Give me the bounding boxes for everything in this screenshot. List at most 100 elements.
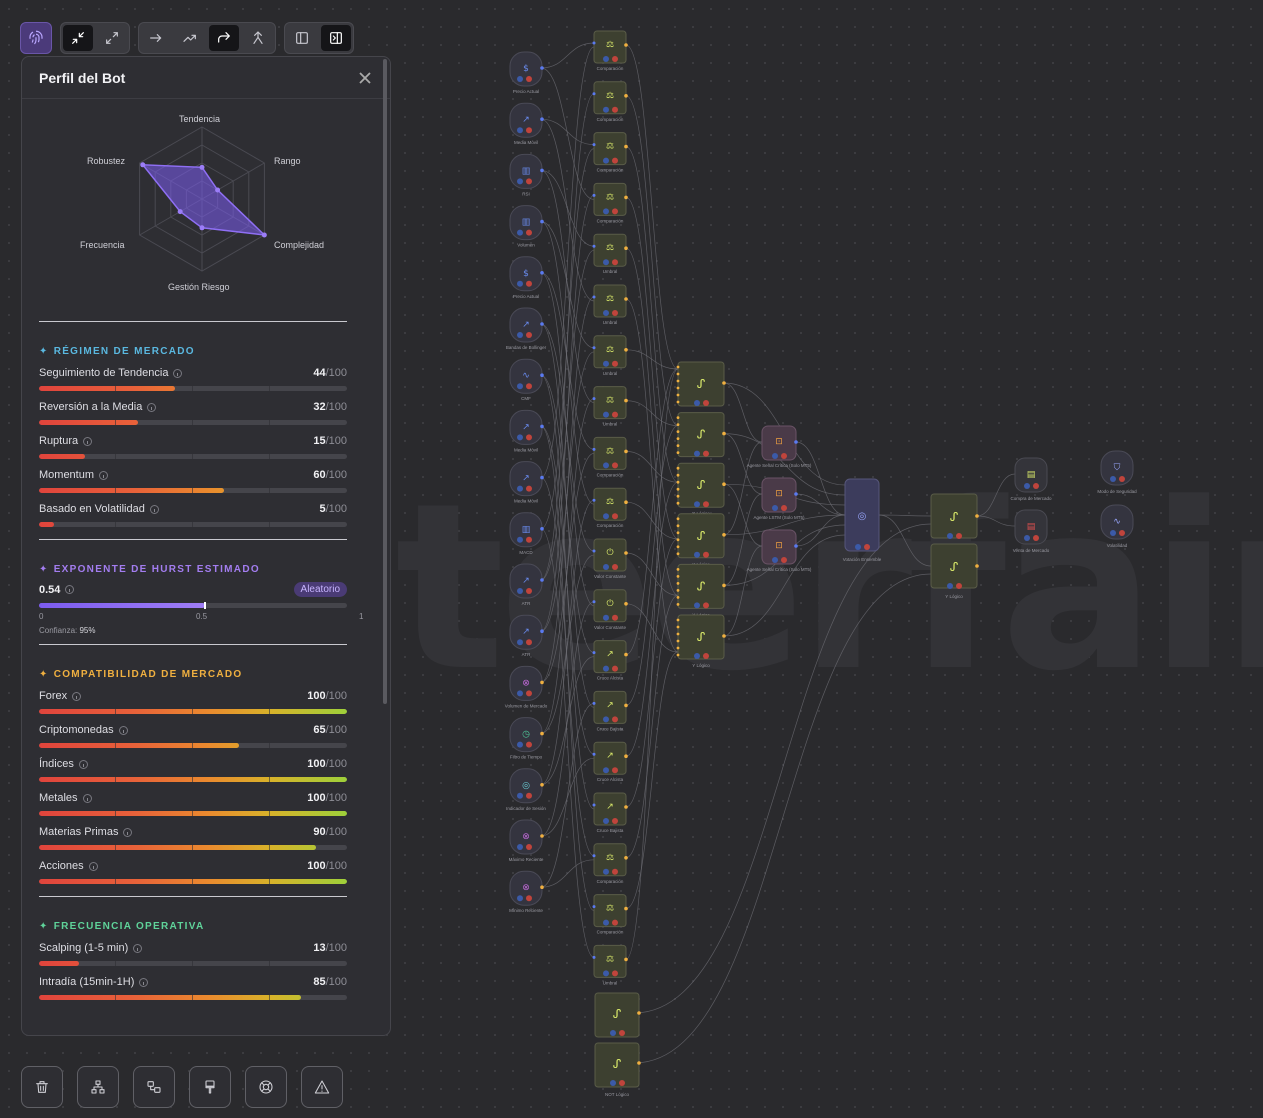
- node-label[interactable]: ATR: [522, 601, 531, 606]
- node-label[interactable]: Comparación: [597, 117, 624, 122]
- node-label[interactable]: Venta de Mercado: [1013, 548, 1050, 553]
- comparison-node[interactable]: [593, 741, 627, 775]
- node-delete-icon[interactable]: [612, 818, 618, 824]
- node-settings-icon[interactable]: [603, 767, 609, 774]
- info-icon[interactable]: [65, 585, 75, 594]
- node-settings-icon[interactable]: [517, 127, 523, 134]
- connect-icon[interactable]: [133, 1066, 175, 1108]
- node-delete-icon[interactable]: [781, 557, 787, 563]
- node-settings-icon[interactable]: [517, 792, 523, 799]
- arrow-right-icon[interactable]: [141, 25, 171, 51]
- comparison-node[interactable]: [593, 81, 627, 115]
- node-label[interactable]: Indicador de Sesión: [506, 806, 546, 811]
- node-delete-icon[interactable]: [526, 383, 532, 390]
- sidebar-left-icon[interactable]: [287, 25, 317, 51]
- comparison-node[interactable]: [593, 843, 627, 877]
- node-label[interactable]: Volumen de Mercado: [505, 703, 548, 708]
- node-settings-icon[interactable]: [517, 485, 523, 492]
- node-settings-icon[interactable]: [517, 895, 523, 902]
- node-label[interactable]: Valor Constante: [594, 625, 626, 630]
- help-icon[interactable]: [245, 1066, 287, 1108]
- info-icon[interactable]: [149, 504, 159, 514]
- node-delete-icon[interactable]: [612, 411, 618, 418]
- node-label[interactable]: Votación Ensemble: [843, 557, 882, 562]
- info-icon[interactable]: [72, 691, 82, 701]
- node-label[interactable]: Agente Señal Crítica (Solo MT5): [747, 463, 812, 468]
- node-label[interactable]: Umbral: [603, 371, 618, 376]
- node-settings-icon[interactable]: [517, 844, 523, 850]
- comparison-node[interactable]: [593, 132, 627, 166]
- node-settings-icon[interactable]: [772, 453, 778, 459]
- fingerprint-icon[interactable]: [20, 22, 52, 54]
- node-delete-icon[interactable]: [703, 450, 709, 457]
- node-delete-icon[interactable]: [781, 505, 787, 511]
- node-label[interactable]: Comparación: [597, 66, 624, 71]
- node-settings-icon[interactable]: [694, 551, 700, 558]
- comparison-node[interactable]: [593, 30, 627, 64]
- maximize-icon[interactable]: [97, 25, 127, 51]
- node-label[interactable]: Media Móvil: [514, 447, 538, 452]
- node-label[interactable]: Umbral: [603, 980, 618, 985]
- node-label[interactable]: Y Lógico: [945, 594, 963, 599]
- logic-node[interactable]: [594, 992, 640, 1038]
- node-settings-icon[interactable]: [603, 716, 609, 723]
- info-icon[interactable]: [139, 977, 149, 987]
- hierarchy-icon[interactable]: [77, 1066, 119, 1108]
- node-delete-icon[interactable]: [612, 564, 618, 570]
- node-label[interactable]: Cruce Bajista: [597, 726, 624, 731]
- node-label[interactable]: RSI: [522, 191, 530, 196]
- node-settings-icon[interactable]: [772, 557, 778, 563]
- node-delete-icon[interactable]: [612, 767, 618, 774]
- node-delete-icon[interactable]: [612, 716, 618, 723]
- node-settings-icon[interactable]: [603, 157, 609, 164]
- sidebar-right-icon[interactable]: [321, 25, 351, 51]
- node-settings-icon[interactable]: [603, 462, 609, 469]
- node-delete-icon[interactable]: [1119, 476, 1125, 482]
- node-settings-icon[interactable]: [517, 229, 523, 236]
- node-delete-icon[interactable]: [619, 1080, 625, 1086]
- node-settings-icon[interactable]: [603, 868, 609, 875]
- node-settings-icon[interactable]: [603, 56, 609, 62]
- node-delete-icon[interactable]: [1119, 530, 1125, 536]
- node-label[interactable]: Bandas de Bollinger: [506, 345, 547, 350]
- node-label[interactable]: Valor Constante: [594, 574, 626, 579]
- comparison-node[interactable]: [593, 233, 627, 267]
- node-settings-icon[interactable]: [517, 639, 523, 646]
- node-label[interactable]: Umbral: [603, 269, 618, 274]
- node-delete-icon[interactable]: [612, 614, 618, 621]
- comparison-node[interactable]: [593, 894, 627, 928]
- node-delete-icon[interactable]: [526, 844, 532, 850]
- node-delete-icon[interactable]: [526, 485, 532, 492]
- node-delete-icon[interactable]: [864, 544, 870, 550]
- node-label[interactable]: Umbral: [603, 320, 618, 325]
- node-label[interactable]: MACD: [519, 550, 533, 555]
- node-settings-icon[interactable]: [603, 106, 609, 113]
- ensemble-node[interactable]: [844, 478, 880, 552]
- node-delete-icon[interactable]: [526, 741, 532, 748]
- node-settings-icon[interactable]: [603, 970, 609, 977]
- node-settings-icon[interactable]: [517, 332, 523, 338]
- node-delete-icon[interactable]: [619, 1030, 625, 1036]
- node-label[interactable]: Comparación: [597, 472, 624, 477]
- node-label[interactable]: Modo de Seguridad: [1097, 489, 1137, 494]
- node-label[interactable]: Volumen: [517, 243, 535, 248]
- node-settings-icon[interactable]: [603, 360, 609, 367]
- info-icon[interactable]: [99, 470, 109, 480]
- node-label[interactable]: Cruce Alcista: [597, 777, 624, 782]
- node-delete-icon[interactable]: [956, 583, 962, 589]
- info-icon[interactable]: [133, 943, 143, 953]
- node-settings-icon[interactable]: [517, 178, 523, 185]
- info-icon[interactable]: [123, 827, 133, 837]
- node-label[interactable]: Precio Actual: [513, 89, 539, 94]
- node-settings-icon[interactable]: [694, 501, 700, 508]
- node-settings-icon[interactable]: [517, 76, 523, 82]
- node-settings-icon[interactable]: [694, 400, 700, 406]
- flow-canvas[interactable]: $ Precio Actual ↗ Media Móvil ▥ RSI ▥ Volumen $ P…: [500, 25, 1150, 1110]
- node-label[interactable]: Comparación: [597, 879, 624, 884]
- node-label[interactable]: Filtro de Tiempo: [510, 755, 543, 760]
- node-settings-icon[interactable]: [603, 818, 609, 824]
- node-delete-icon[interactable]: [1033, 483, 1039, 489]
- node-delete-icon[interactable]: [612, 310, 618, 316]
- node-delete-icon[interactable]: [612, 970, 618, 977]
- node-settings-icon[interactable]: [603, 513, 609, 520]
